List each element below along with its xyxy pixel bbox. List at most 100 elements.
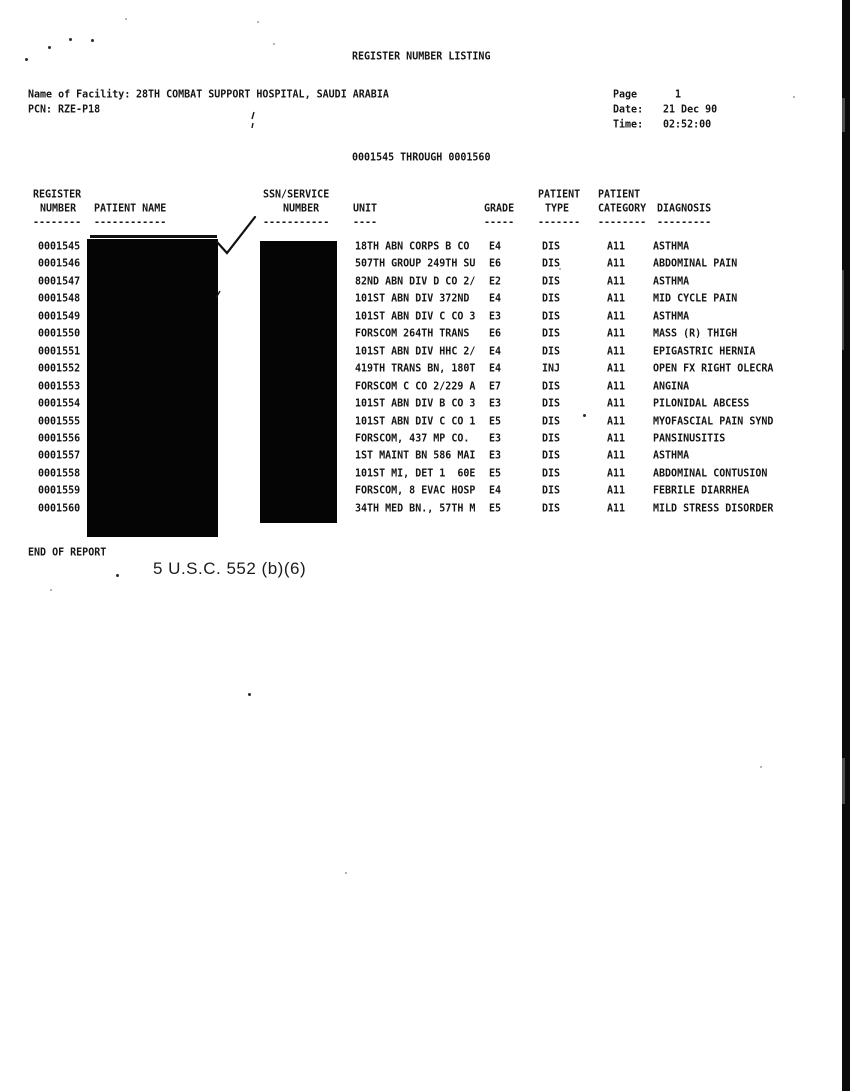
cell-type: DIS <box>542 310 561 323</box>
pen-tick-mark <box>213 290 223 300</box>
cell-unit: 101ST ABN DIV 372ND <box>355 293 470 306</box>
cell-register: 0001554 <box>38 397 81 410</box>
cell-category: A11 <box>607 275 626 288</box>
cell-unit: 1ST MAINT BN 586 MAI <box>355 450 476 463</box>
cell-category: A11 <box>607 380 626 393</box>
column-header-patient-type: PATIENT <box>538 188 581 201</box>
cell-category: A11 <box>607 328 626 341</box>
cell-grade: E6 <box>489 328 502 341</box>
cell-register: 0001560 <box>38 502 81 515</box>
facility-label: Name of Facility: <box>28 88 131 101</box>
scan-speck <box>583 414 586 417</box>
foia-exemption-stamp: 5 U.S.C. 552 (b)(6) <box>153 559 307 578</box>
scan-speck <box>116 574 119 577</box>
cell-grade: E7 <box>489 380 502 393</box>
column-dashes-patient-name: ------------ <box>94 216 167 229</box>
scan-speck <box>69 38 72 41</box>
cell-grade: E5 <box>489 502 502 515</box>
cell-register: 0001547 <box>38 275 81 288</box>
cell-grade: E4 <box>489 363 502 375</box>
scan-speck <box>25 58 28 61</box>
cell-register: 0001553 <box>38 380 81 393</box>
cell-diagnosis: MID CYCLE PAIN <box>653 293 738 306</box>
register-range-line: 0001545 THROUGH 0001560 <box>352 151 491 164</box>
cell-type: DIS <box>542 328 561 341</box>
handwritten-checkmark-icon <box>210 211 260 257</box>
cell-category: A11 <box>607 240 626 253</box>
cell-diagnosis: OPEN FX RIGHT OLECRA <box>653 363 774 375</box>
end-of-report-label: END OF REPORT <box>28 546 107 559</box>
date-label: Date: <box>613 103 644 116</box>
cell-unit: FORSCOM, 437 MP CO. <box>355 432 470 445</box>
cell-grade: E3 <box>489 310 502 323</box>
cell-register: 0001545 <box>38 240 81 253</box>
column-header-patient-category: CATEGORY <box>598 202 647 215</box>
cell-category: A11 <box>607 432 626 445</box>
page-number: 1 <box>675 88 682 101</box>
cell-type: DIS <box>542 450 561 463</box>
cell-type: DIS <box>542 485 561 498</box>
scan-speck <box>257 21 259 23</box>
cell-diagnosis: FEBRILE DIARRHEA <box>653 485 750 498</box>
cell-category: A11 <box>607 310 626 323</box>
cell-category: A11 <box>607 485 626 498</box>
cell-register: 0001557 <box>38 450 81 463</box>
column-dashes-patient-type: ------- <box>538 216 581 229</box>
pen-underline <box>90 235 217 238</box>
column-header-patient-category: PATIENT <box>598 188 641 201</box>
cell-category: A11 <box>607 293 626 306</box>
cell-register: 0001555 <box>38 415 81 428</box>
cell-unit: FORSCOM 264TH TRANS <box>355 328 470 341</box>
cell-diagnosis: MILD STRESS DISORDER <box>653 502 774 515</box>
column-dashes-register-number: -------- <box>33 216 82 229</box>
facility-value: 28TH COMBAT SUPPORT HOSPITAL, SAUDI ARAB… <box>136 88 389 101</box>
scan-speck <box>760 766 762 768</box>
cell-unit: 101ST MI, DET 1 60E <box>355 467 476 480</box>
scan-speck <box>48 46 51 49</box>
cell-type: DIS <box>542 240 561 253</box>
cell-type: DIS <box>542 467 561 480</box>
cell-register: 0001549 <box>38 310 81 323</box>
cell-type: DIS <box>542 293 561 306</box>
cell-grade: E3 <box>489 397 502 410</box>
cell-diagnosis: EPIGASTRIC HERNIA <box>653 345 756 358</box>
scan-speck <box>50 589 52 591</box>
cell-category: A11 <box>607 397 626 410</box>
column-header-grade: GRADE <box>484 202 515 215</box>
column-dashes-unit: ---- <box>353 216 378 229</box>
cell-type: DIS <box>542 345 561 358</box>
scan-strip-patch <box>842 758 845 804</box>
cell-grade: E3 <box>489 432 502 445</box>
page-label: Page <box>613 88 638 101</box>
cell-category: A11 <box>607 363 626 375</box>
column-header-ssn-service-number: SSN/SERVICE <box>263 188 330 201</box>
column-dashes-ssn-service-number: ----------- <box>263 216 330 229</box>
scan-speck <box>248 693 251 696</box>
cell-unit: 18TH ABN CORPS B CO <box>355 240 470 253</box>
cell-type: DIS <box>542 502 561 515</box>
column-header-diagnosis: DIAGNOSIS <box>657 202 712 215</box>
cell-grade: E4 <box>489 485 502 498</box>
cell-unit: 507TH GROUP 249TH SU <box>355 258 476 271</box>
scan-speck <box>125 18 127 20</box>
cell-grade: E6 <box>489 258 502 271</box>
column-header-patient-type: TYPE <box>545 202 570 215</box>
cell-register: 0001559 <box>38 485 81 498</box>
column-dashes-diagnosis: --------- <box>657 216 712 229</box>
column-dashes-patient-category: -------- <box>598 216 647 229</box>
cell-register: 0001552 <box>38 363 81 375</box>
cell-grade: E5 <box>489 415 502 428</box>
scan-speck <box>345 872 347 874</box>
cell-type: DIS <box>542 258 561 271</box>
scan-speck <box>559 268 561 270</box>
cell-unit: 101ST ABN DIV C CO 3 <box>355 310 476 323</box>
pen-semicolon-mark <box>248 110 258 130</box>
cell-unit: 101ST ABN DIV B CO 3 <box>355 397 476 410</box>
cell-type: DIS <box>542 432 561 445</box>
date-value: 21 Dec 90 <box>663 103 718 116</box>
column-header-unit: UNIT <box>353 202 378 215</box>
pcn-value: RZE-P18 <box>58 103 101 116</box>
cell-type: DIS <box>542 415 561 428</box>
cell-register: 0001550 <box>38 328 81 341</box>
